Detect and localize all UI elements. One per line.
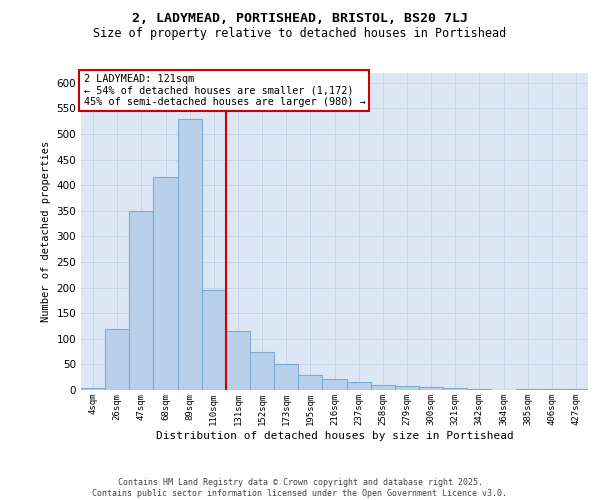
- Bar: [395, 386, 419, 390]
- Bar: [419, 388, 443, 390]
- Bar: [178, 118, 202, 390]
- Bar: [515, 389, 540, 390]
- Text: Size of property relative to detached houses in Portishead: Size of property relative to detached ho…: [94, 28, 506, 40]
- Bar: [443, 388, 467, 390]
- Bar: [540, 389, 564, 390]
- Bar: [226, 331, 250, 390]
- Bar: [154, 178, 178, 390]
- Bar: [347, 382, 371, 390]
- Bar: [371, 385, 395, 390]
- Bar: [250, 352, 274, 390]
- Bar: [467, 389, 491, 390]
- Bar: [202, 290, 226, 390]
- Text: 2 LADYMEAD: 121sqm
← 54% of detached houses are smaller (1,172)
45% of semi-deta: 2 LADYMEAD: 121sqm ← 54% of detached hou…: [83, 74, 365, 108]
- Bar: [81, 388, 105, 390]
- Bar: [105, 328, 129, 390]
- Bar: [129, 211, 154, 390]
- Bar: [274, 364, 298, 390]
- Y-axis label: Number of detached properties: Number of detached properties: [41, 140, 51, 322]
- Bar: [298, 374, 322, 390]
- X-axis label: Distribution of detached houses by size in Portishead: Distribution of detached houses by size …: [155, 430, 514, 440]
- Bar: [322, 378, 347, 390]
- Text: 2, LADYMEAD, PORTISHEAD, BRISTOL, BS20 7LJ: 2, LADYMEAD, PORTISHEAD, BRISTOL, BS20 7…: [132, 12, 468, 24]
- Text: Contains HM Land Registry data © Crown copyright and database right 2025.
Contai: Contains HM Land Registry data © Crown c…: [92, 478, 508, 498]
